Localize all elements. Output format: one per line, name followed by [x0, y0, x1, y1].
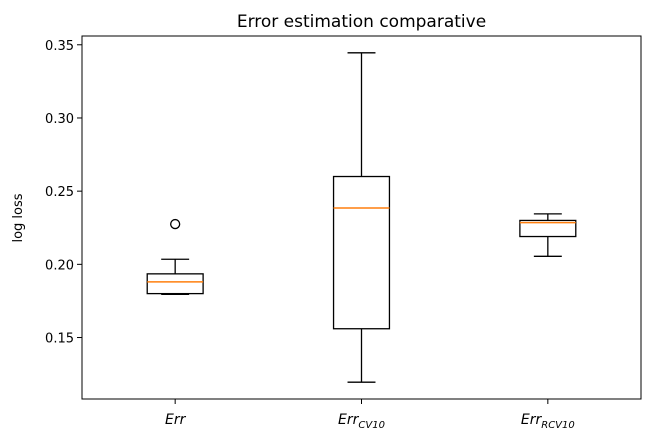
- iqr-box: [519, 219, 577, 238]
- iqr-box: [146, 273, 204, 295]
- x-tick-label: ErrCV10: [338, 412, 385, 431]
- y-tick-label: 0.30: [45, 112, 74, 127]
- y-tick-label: 0.15: [45, 332, 74, 347]
- y-tick-label: 0.35: [45, 39, 74, 54]
- iqr-box: [332, 175, 391, 330]
- x-tick-label: Err: [165, 412, 187, 428]
- chart-title: Error estimation comparative: [237, 12, 486, 32]
- plot-area-frame: [81, 35, 642, 400]
- y-tick-label: 0.25: [45, 185, 74, 200]
- y-tick-label: 0.20: [45, 258, 74, 273]
- x-tick-label: ErrRCV10: [521, 412, 575, 431]
- y-axis-label: log loss: [11, 193, 26, 242]
- outlier-point: [170, 218, 181, 230]
